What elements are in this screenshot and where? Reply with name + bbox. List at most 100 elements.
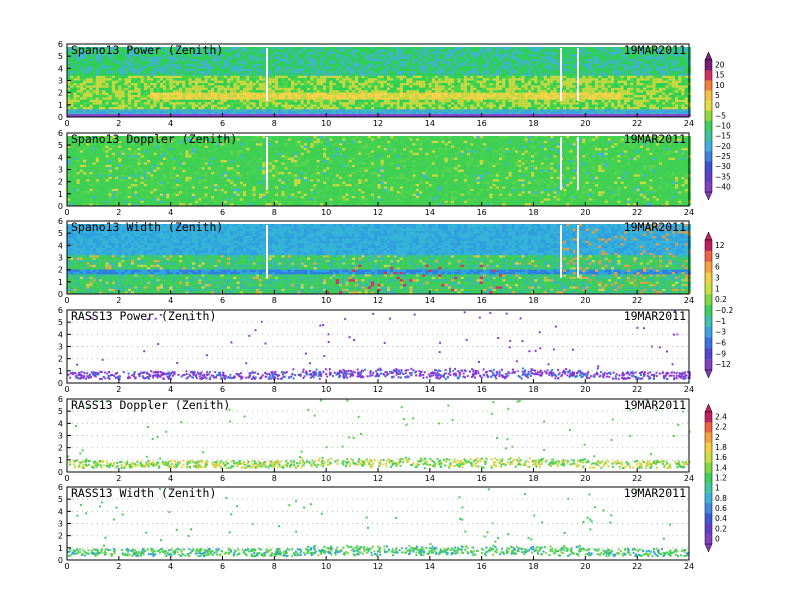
heatmap-cell — [447, 47, 451, 50]
heatmap-cell — [252, 90, 256, 93]
heatmap-cell — [150, 114, 154, 117]
heatmap-cell — [508, 68, 512, 71]
heatmap-cell — [569, 80, 573, 83]
heatmap-cell — [156, 109, 160, 112]
heatmap-cell — [188, 85, 192, 88]
heatmap-cell — [476, 54, 480, 57]
heatmap-cell — [380, 111, 384, 115]
heatmap-cell — [271, 104, 275, 107]
heatmap-cell — [319, 71, 323, 74]
heatmap-cell — [108, 104, 112, 107]
heatmap-cell — [198, 75, 202, 79]
heatmap-cell — [86, 71, 90, 74]
heatmap-cell — [537, 68, 541, 71]
heatmap-cell — [543, 83, 547, 86]
heatmap-cell — [531, 85, 535, 88]
heatmap-cell — [339, 78, 343, 81]
heatmap-cell — [303, 75, 307, 79]
heatmap-cell — [159, 47, 163, 50]
heatmap-cell — [127, 73, 131, 76]
heatmap-cell — [601, 80, 605, 83]
heatmap-cell — [419, 80, 423, 83]
heatmap-cell — [195, 109, 199, 112]
heatmap-cell — [483, 114, 487, 117]
heatmap-cell — [95, 80, 99, 83]
heatmap-cell — [99, 92, 103, 95]
heatmap-cell — [527, 78, 531, 81]
heatmap-cell — [438, 90, 442, 93]
heatmap-cell — [524, 107, 528, 110]
heatmap-cell — [495, 56, 499, 59]
heatmap-cell — [371, 56, 375, 59]
heatmap-cell — [211, 102, 215, 105]
heatmap-cell — [387, 114, 391, 117]
heatmap-cell — [476, 47, 480, 50]
heatmap-cell — [489, 109, 493, 112]
heatmap-cell — [607, 95, 611, 98]
heatmap-cell — [473, 95, 477, 98]
heatmap-cell — [198, 111, 202, 115]
heatmap-cell — [246, 104, 250, 107]
heatmap-cell — [345, 75, 349, 79]
heatmap-cell — [582, 114, 586, 117]
heatmap-cell — [524, 59, 528, 62]
heatmap-cell — [227, 99, 231, 103]
heatmap-cell — [358, 107, 362, 110]
heatmap-cell — [179, 114, 183, 117]
heatmap-cell — [303, 104, 307, 107]
heatmap-cell — [329, 114, 333, 117]
heatmap-cell — [67, 71, 71, 74]
heatmap-cell — [310, 99, 314, 103]
heatmap-cell — [121, 49, 125, 52]
heatmap-cell — [179, 49, 183, 52]
heatmap-cell — [191, 114, 195, 117]
heatmap-cell — [550, 80, 554, 83]
heatmap-cell — [473, 109, 477, 112]
heatmap-cell — [431, 61, 435, 64]
heatmap-cell — [140, 99, 144, 103]
heatmap-cell — [483, 73, 487, 76]
heatmap-cell — [415, 92, 419, 95]
heatmap-cell — [191, 97, 195, 100]
heatmap-cell — [223, 99, 227, 103]
heatmap-cell — [335, 68, 339, 71]
heatmap-cell — [531, 59, 535, 62]
heatmap-cell — [92, 47, 96, 50]
heatmap-cell — [195, 97, 199, 100]
heatmap-cell — [182, 95, 186, 98]
heatmap-cell — [115, 59, 119, 62]
heatmap-cell — [537, 102, 541, 105]
heatmap-cell — [412, 47, 416, 50]
heatmap-cell — [268, 80, 272, 83]
heatmap-cell — [598, 63, 602, 67]
heatmap-cell — [515, 97, 519, 100]
heatmap-cell — [489, 99, 493, 103]
heatmap-cell — [124, 49, 128, 52]
heatmap-cell — [316, 90, 320, 93]
heatmap-cell — [102, 109, 106, 112]
heatmap-cell — [89, 47, 93, 50]
heatmap-cell — [153, 66, 157, 69]
heatmap-cell — [447, 83, 451, 86]
heatmap-cell — [348, 104, 352, 107]
heatmap-cell — [492, 111, 496, 115]
heatmap-cell — [169, 78, 173, 81]
heatmap-cell — [332, 85, 336, 88]
heatmap-cell — [422, 85, 426, 88]
heatmap-cell — [486, 73, 490, 76]
heatmap-cell — [300, 61, 304, 64]
heatmap-cell — [281, 114, 285, 117]
heatmap-cell — [537, 107, 541, 110]
heatmap-cell — [431, 73, 435, 76]
heatmap-cell — [454, 68, 458, 71]
heatmap-cell — [447, 92, 451, 95]
heatmap-cell — [598, 66, 602, 69]
heatmap-cell — [134, 78, 138, 81]
heatmap-cell — [361, 80, 365, 83]
heatmap-cell — [284, 83, 288, 86]
heatmap-cell — [268, 87, 272, 91]
heatmap-cell — [169, 61, 173, 64]
heatmap-cell — [476, 68, 480, 71]
heatmap-cell — [553, 90, 557, 93]
heatmap-cell — [332, 83, 336, 86]
